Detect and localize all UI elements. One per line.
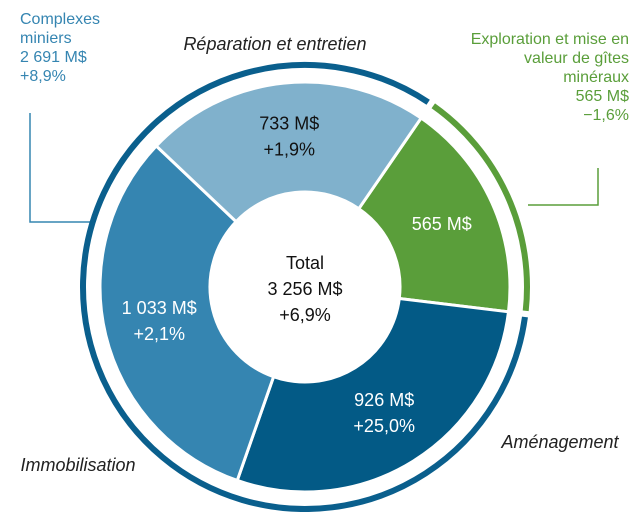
connector [528, 168, 599, 206]
segment-category: Réparation et entretien [183, 34, 366, 54]
segment-value: 1 033 M$ [122, 298, 197, 318]
segment-change: +25,0% [353, 416, 415, 436]
donut-segment [154, 80, 424, 224]
segment-category: Aménagement [500, 432, 619, 452]
donut-segment [98, 143, 276, 483]
outer-ring [431, 103, 530, 312]
segment-change: +1,9% [264, 140, 316, 160]
outer-value: 565 M$ [575, 88, 629, 105]
outer-label: Exploration et mise en valeur de gîtes m… [454, 30, 629, 125]
outer-label: Complexes miniers 2 691 M$ +8,9% [20, 10, 120, 86]
connector [29, 113, 92, 223]
total-value: 3 256 M$ [267, 279, 342, 299]
total-change: +6,9% [279, 305, 331, 325]
segment-value: 565 M$ [412, 214, 472, 234]
outer-change: +8,9% [20, 68, 66, 85]
outer-category: Exploration et mise en valeur de gîtes m… [470, 31, 629, 86]
total-label: Total [286, 253, 324, 273]
outer-value: 2 691 M$ [20, 49, 87, 66]
outer-category: Complexes miniers [20, 11, 101, 47]
donut-segment [356, 115, 512, 314]
outer-ring [80, 62, 528, 512]
outer-change: −1,6% [583, 107, 629, 124]
donut-segment [235, 296, 511, 494]
segment-value: 733 M$ [259, 114, 319, 134]
segment-change: +2,1% [133, 324, 185, 344]
segment-value: 926 M$ [354, 390, 414, 410]
segment-category: Immobilisation [20, 455, 135, 475]
